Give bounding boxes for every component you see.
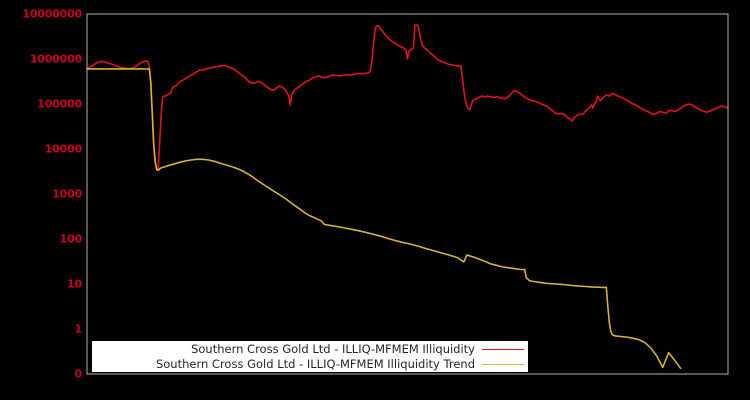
data-series-layer [86, 24, 729, 370]
y-axis-tick-labels: 10000000 1000000 100000 10000 1000 100 10 1 0 [0, 0, 82, 400]
y-axis-tick-label: 1000000 [29, 52, 82, 66]
series-line-1 [86, 68, 682, 370]
legend-color-swatch [482, 363, 524, 365]
legend-item[interactable]: Southern Cross Gold Ltd - ILLIQ-MFMEM Il… [92, 342, 528, 357]
y-axis-tick-label: 100 [59, 232, 83, 246]
y-axis-tick-label: 10 [67, 277, 82, 291]
chart-legend[interactable]: Southern Cross Gold Ltd - ILLIQ-MFMEM Il… [92, 341, 528, 372]
legend-item[interactable]: Southern Cross Gold Ltd - ILLIQ-MFMEM Il… [92, 357, 528, 372]
series-line-0 [86, 24, 729, 171]
y-axis-tick-label: 10000 [44, 142, 82, 156]
y-axis-tick-label: 1 [74, 322, 83, 336]
y-axis-tick-label: 10000000 [22, 7, 82, 21]
plot-background [87, 14, 728, 374]
y-axis-tick-label: 0 [74, 367, 83, 381]
y-axis-tick-label: 100000 [37, 97, 82, 111]
plot-frame-border [86, 13, 729, 375]
legend-item-label: Southern Cross Gold Ltd - ILLIQ-MFMEM Il… [155, 356, 475, 371]
legend-item-label: Southern Cross Gold Ltd - ILLIQ-MFMEM Il… [191, 341, 475, 356]
legend-color-swatch [482, 348, 524, 350]
y-axis-tick-label: 1000 [52, 187, 82, 201]
